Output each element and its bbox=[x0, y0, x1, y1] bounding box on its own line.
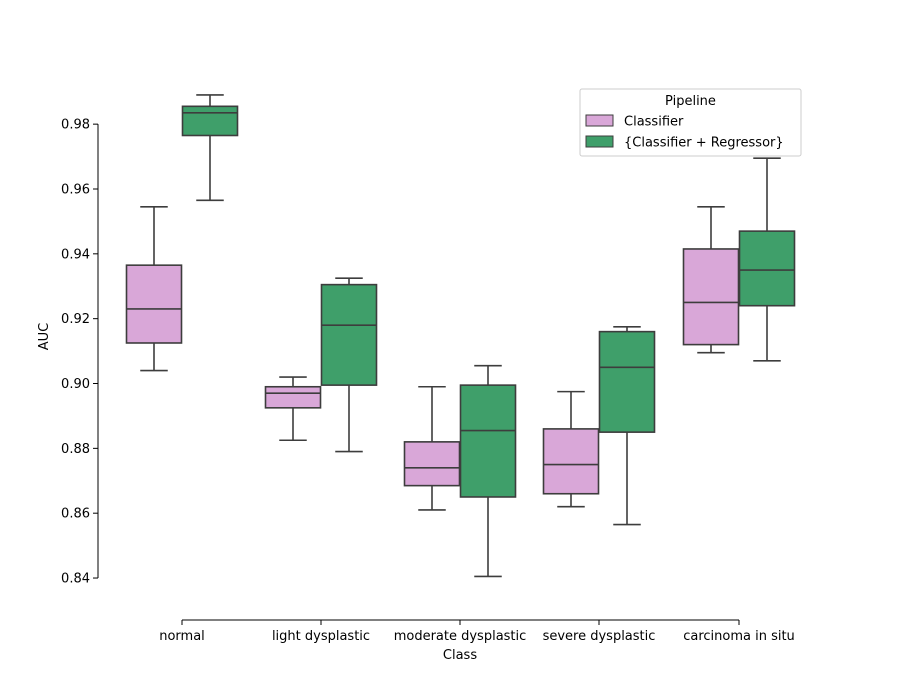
box-iqr bbox=[598, 330, 656, 433]
y-tick-label: 0.88 bbox=[61, 442, 90, 457]
y-tick-label: 0.84 bbox=[61, 572, 90, 587]
box-classifier bbox=[403, 385, 461, 511]
box-iqr bbox=[320, 283, 378, 386]
y-tick-label: 0.94 bbox=[61, 247, 90, 262]
legend-swatch bbox=[585, 135, 614, 148]
box-iqr bbox=[459, 384, 517, 498]
box-iqr bbox=[403, 441, 461, 487]
y-tick-label: 0.90 bbox=[61, 377, 90, 392]
x-tick-label: moderate dysplastic bbox=[394, 629, 527, 644]
box-iqr bbox=[682, 248, 740, 346]
y-tick-label: 0.92 bbox=[61, 312, 90, 327]
y-tick-label: 0.98 bbox=[61, 118, 90, 133]
legend-label: {Classifier + Regressor} bbox=[624, 136, 784, 151]
box-classifier-regressor bbox=[738, 157, 796, 362]
box-classifier-regressor bbox=[598, 325, 656, 526]
box-classifier bbox=[682, 206, 740, 354]
x-axis-label: Class bbox=[443, 648, 477, 663]
y-axis-label: AUC bbox=[37, 323, 52, 351]
box-classifier bbox=[125, 206, 183, 372]
y-tick-label: 0.96 bbox=[61, 182, 90, 197]
box-groups bbox=[125, 94, 796, 578]
x-tick-label: normal bbox=[159, 629, 205, 644]
x-tick-label: carcinoma in situ bbox=[683, 629, 795, 644]
x-axis: normal light dysplastic moderate dysplasti… bbox=[159, 619, 795, 644]
box-iqr bbox=[181, 105, 239, 137]
box-classifier bbox=[264, 376, 322, 442]
x-tick-label: light dysplastic bbox=[272, 629, 370, 644]
box-classifier-regressor bbox=[181, 94, 239, 202]
legend-label: Classifier bbox=[624, 115, 684, 130]
box-iqr bbox=[125, 264, 183, 344]
box-iqr bbox=[542, 428, 600, 495]
box-classifier bbox=[542, 390, 600, 508]
legend: Pipeline Classifier {Classifier + Regress… bbox=[579, 88, 802, 157]
legend-swatch bbox=[585, 114, 614, 127]
legend-frame bbox=[579, 88, 802, 157]
box-iqr bbox=[738, 230, 796, 307]
box-classifier-regressor bbox=[459, 364, 517, 578]
box-iqr bbox=[264, 385, 322, 409]
y-tick-label: 0.86 bbox=[61, 507, 90, 522]
legend-title: Pipeline bbox=[665, 94, 716, 109]
x-tick-label: severe dysplastic bbox=[543, 629, 656, 644]
y-axis: 0.84 0.86 0.88 0.90 0.92 0.94 0.96 0.98 bbox=[61, 118, 99, 587]
box-classifier-regressor bbox=[320, 277, 378, 453]
